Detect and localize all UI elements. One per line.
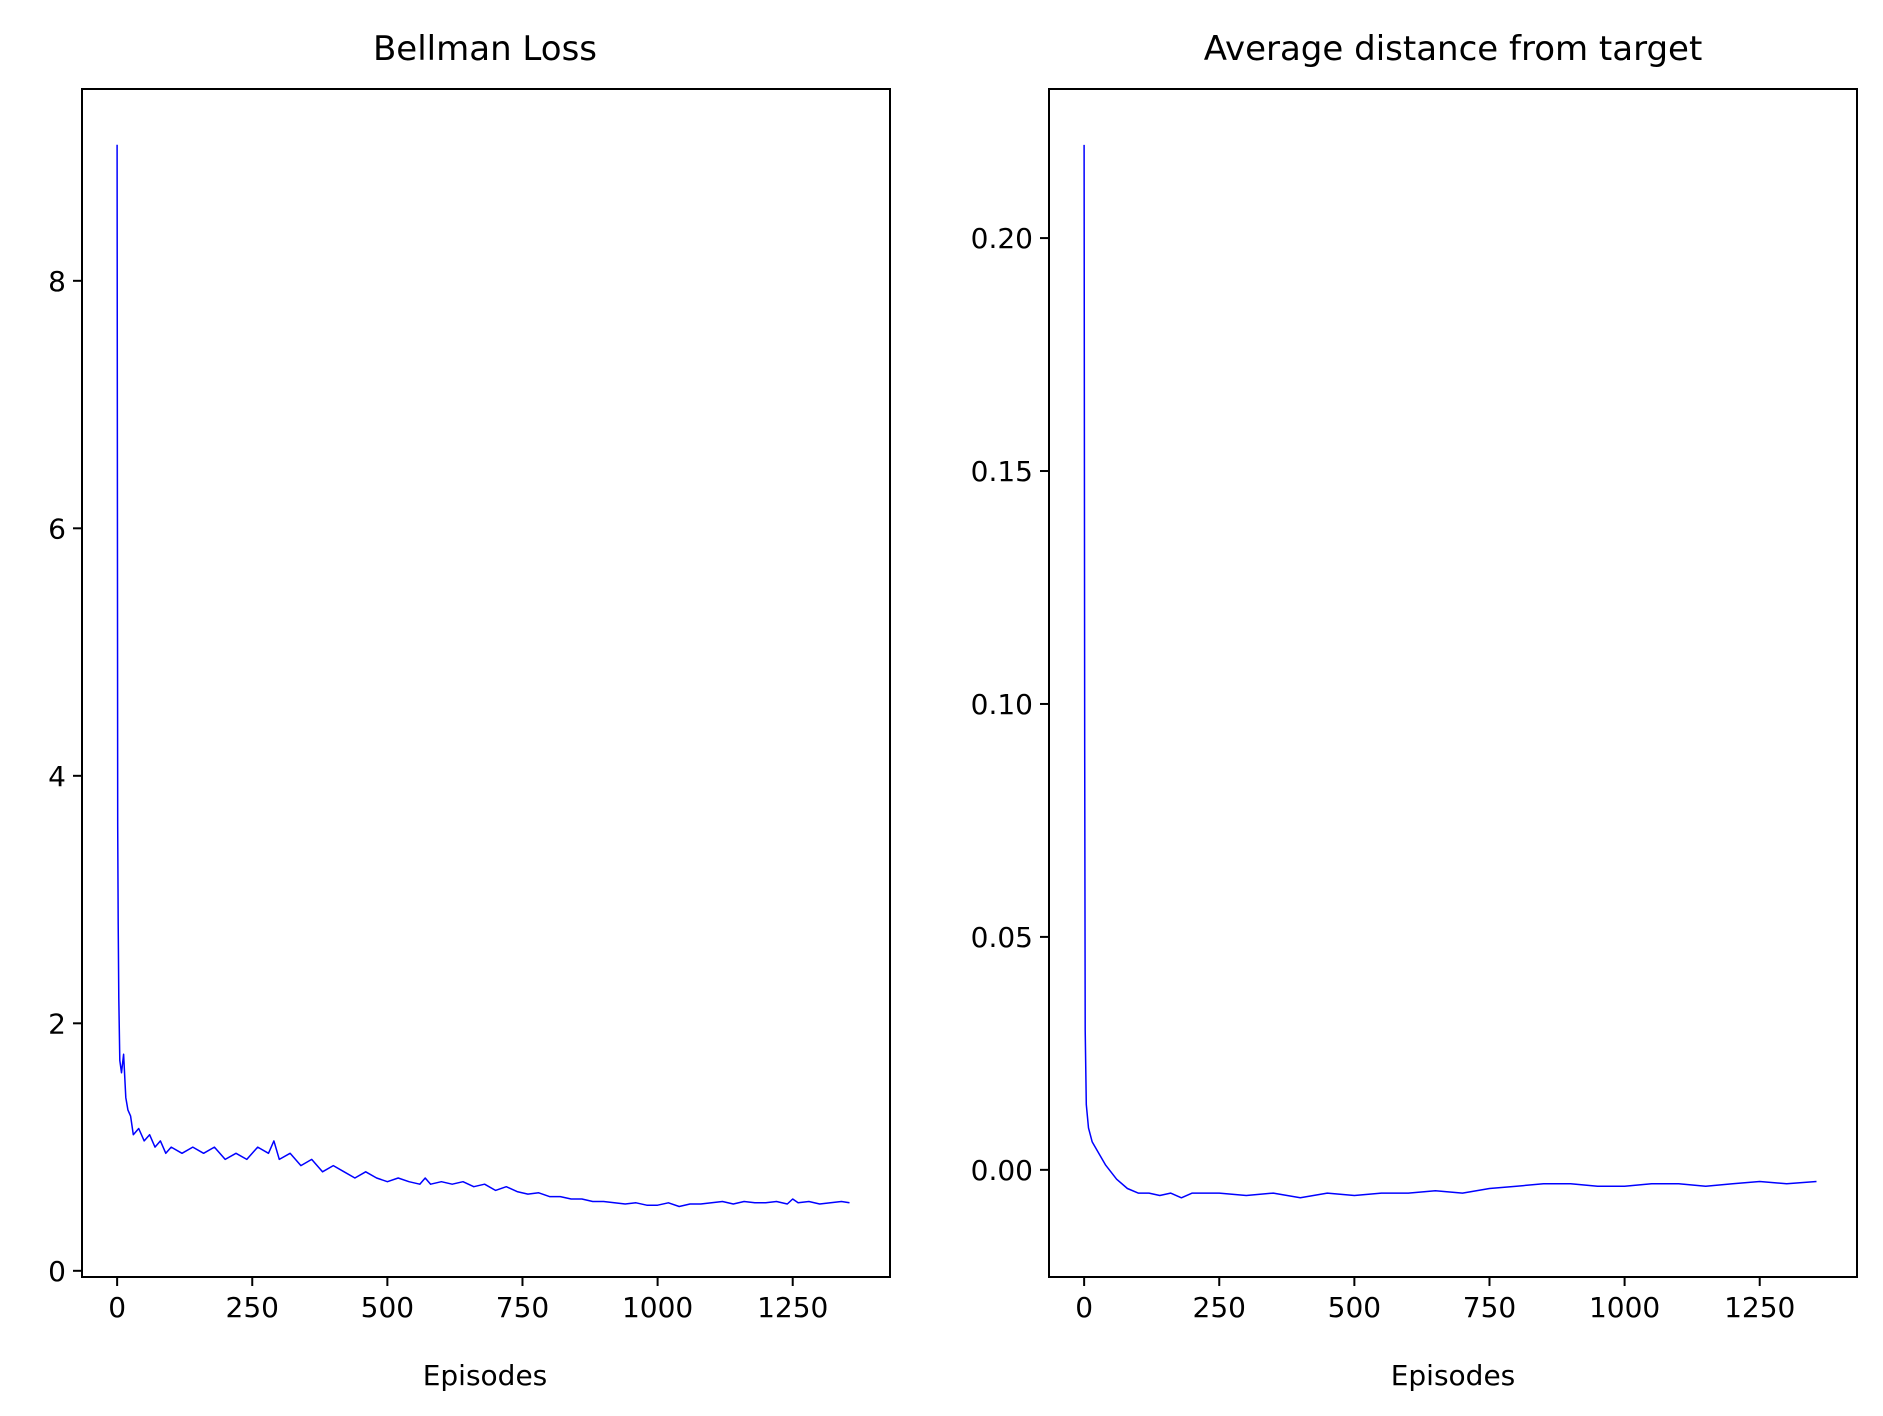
y-tick-label: 0.00 xyxy=(971,1154,1033,1187)
x-tick-label: 1000 xyxy=(622,1291,693,1324)
x-tick-label: 750 xyxy=(496,1291,549,1324)
x-axis-ticks: 0 250 500 750 1000 1250 xyxy=(108,1277,828,1324)
plot-frame xyxy=(1048,88,1858,1278)
y-tick-label: 0 xyxy=(48,1255,66,1288)
series-lines xyxy=(1083,144,1817,1199)
x-tick-label: 1250 xyxy=(757,1291,828,1324)
x-tick-label: 500 xyxy=(1328,1291,1381,1324)
y-axis-ticks: 0.00 0.05 0.10 0.15 0.20 xyxy=(971,222,1049,1187)
y-tick-label: 0.20 xyxy=(971,222,1033,255)
y-tick-label: 4 xyxy=(48,760,66,793)
y-tick-label: 2 xyxy=(48,1007,66,1040)
x-tick-label: 750 xyxy=(1463,1291,1516,1324)
y-tick-label: 0.15 xyxy=(971,455,1033,488)
x-axis-label: Episodes xyxy=(1391,1359,1516,1392)
x-tick-label: 0 xyxy=(108,1291,126,1324)
y-tick-label: 6 xyxy=(48,512,66,545)
panel-title: Average distance from target xyxy=(1204,29,1703,69)
series-line xyxy=(1083,144,1817,1199)
plot-frame xyxy=(81,88,891,1278)
bellman-loss-panel: Bellman Loss 0 250 500 750 1000 1250 0 2 4 6 8 Ep… xyxy=(48,29,891,1392)
x-tick-label: 250 xyxy=(1193,1291,1246,1324)
average-distance-panel: Average distance from target 0 250 500 750 1… xyxy=(971,29,1858,1392)
x-axis-ticks: 0 250 500 750 1000 1250 xyxy=(1075,1277,1795,1324)
y-tick-label: 8 xyxy=(48,265,66,298)
series-lines xyxy=(116,144,850,1208)
series-line xyxy=(116,144,850,1208)
y-tick-label: 0.05 xyxy=(971,921,1033,954)
x-axis-label: Episodes xyxy=(423,1359,548,1392)
x-tick-label: 0 xyxy=(1075,1291,1093,1324)
x-tick-label: 1250 xyxy=(1724,1291,1795,1324)
y-axis-ticks: 0 2 4 6 8 xyxy=(48,265,82,1288)
x-tick-label: 1000 xyxy=(1589,1291,1660,1324)
panel-title: Bellman Loss xyxy=(373,29,597,69)
y-tick-label: 0.10 xyxy=(971,688,1033,721)
x-tick-label: 250 xyxy=(226,1291,279,1324)
x-tick-label: 500 xyxy=(361,1291,414,1324)
